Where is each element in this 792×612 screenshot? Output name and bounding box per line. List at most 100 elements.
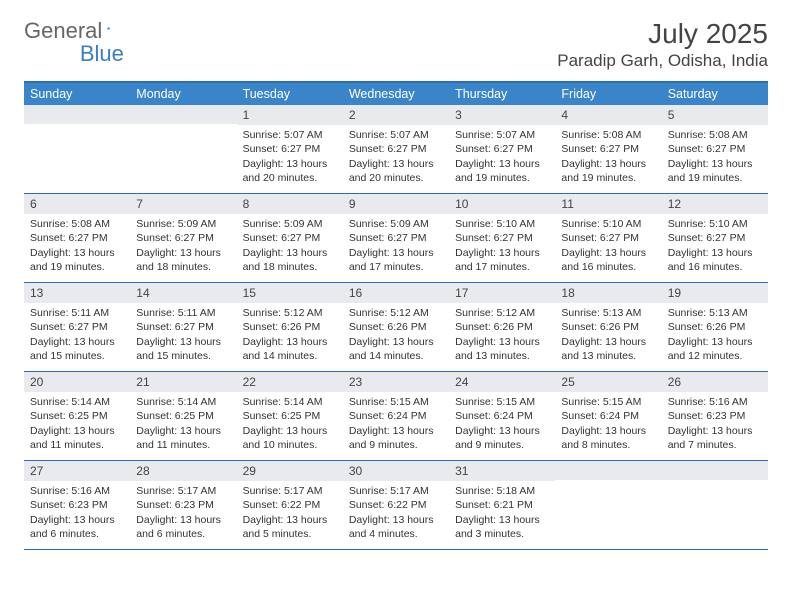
day-sunset: Sunset: 6:24 PM (349, 409, 443, 423)
day-daylight1: Daylight: 13 hours (243, 157, 337, 171)
day-sunrise: Sunrise: 5:10 AM (455, 217, 549, 231)
day-sunrise: Sunrise: 5:13 AM (561, 306, 655, 320)
day-sunset: Sunset: 6:27 PM (349, 231, 443, 245)
calendar-day: 11Sunrise: 5:10 AMSunset: 6:27 PMDayligh… (555, 194, 661, 282)
calendar-day: 13Sunrise: 5:11 AMSunset: 6:27 PMDayligh… (24, 283, 130, 371)
day-sunrise: Sunrise: 5:07 AM (455, 128, 549, 142)
day-sunset: Sunset: 6:27 PM (561, 142, 655, 156)
day-details: Sunrise: 5:18 AMSunset: 6:21 PMDaylight:… (449, 483, 555, 545)
day-sunrise: Sunrise: 5:15 AM (455, 395, 549, 409)
header: General July 2025 Paradip Garh, Odisha, … (24, 18, 768, 71)
month-title: July 2025 (557, 18, 768, 50)
day-details: Sunrise: 5:11 AMSunset: 6:27 PMDaylight:… (24, 305, 130, 367)
calendar-day: 29Sunrise: 5:17 AMSunset: 6:22 PMDayligh… (237, 461, 343, 549)
weekday-header: Friday (555, 83, 661, 105)
day-number: 14 (130, 283, 236, 303)
day-details: Sunrise: 5:14 AMSunset: 6:25 PMDaylight:… (130, 394, 236, 456)
day-number: 16 (343, 283, 449, 303)
day-daylight2: and 12 minutes. (668, 349, 762, 363)
day-number: 2 (343, 105, 449, 125)
day-sunset: Sunset: 6:21 PM (455, 498, 549, 512)
day-sunset: Sunset: 6:27 PM (243, 142, 337, 156)
day-daylight1: Daylight: 13 hours (349, 335, 443, 349)
calendar-day: 26Sunrise: 5:16 AMSunset: 6:23 PMDayligh… (662, 372, 768, 460)
day-daylight1: Daylight: 13 hours (136, 513, 230, 527)
day-number: 5 (662, 105, 768, 125)
day-daylight1: Daylight: 13 hours (455, 157, 549, 171)
day-sunset: Sunset: 6:27 PM (136, 320, 230, 334)
day-daylight2: and 5 minutes. (243, 527, 337, 541)
calendar-week: 1Sunrise: 5:07 AMSunset: 6:27 PMDaylight… (24, 105, 768, 194)
day-sunrise: Sunrise: 5:14 AM (243, 395, 337, 409)
day-daylight1: Daylight: 13 hours (668, 157, 762, 171)
day-number: 9 (343, 194, 449, 214)
day-sunset: Sunset: 6:22 PM (349, 498, 443, 512)
day-details: Sunrise: 5:13 AMSunset: 6:26 PMDaylight:… (555, 305, 661, 367)
day-sunset: Sunset: 6:26 PM (561, 320, 655, 334)
calendar-day: 4Sunrise: 5:08 AMSunset: 6:27 PMDaylight… (555, 105, 661, 193)
day-daylight1: Daylight: 13 hours (455, 246, 549, 260)
day-number: 30 (343, 461, 449, 481)
day-sunrise: Sunrise: 5:12 AM (243, 306, 337, 320)
day-details: Sunrise: 5:07 AMSunset: 6:27 PMDaylight:… (237, 127, 343, 189)
day-daylight1: Daylight: 13 hours (561, 246, 655, 260)
calendar-day: 23Sunrise: 5:15 AMSunset: 6:24 PMDayligh… (343, 372, 449, 460)
day-details: Sunrise: 5:15 AMSunset: 6:24 PMDaylight:… (343, 394, 449, 456)
day-sunrise: Sunrise: 5:17 AM (136, 484, 230, 498)
day-daylight2: and 19 minutes. (561, 171, 655, 185)
day-number: 24 (449, 372, 555, 392)
day-details: Sunrise: 5:08 AMSunset: 6:27 PMDaylight:… (24, 216, 130, 278)
calendar-week: 27Sunrise: 5:16 AMSunset: 6:23 PMDayligh… (24, 461, 768, 550)
weekday-header: Tuesday (237, 83, 343, 105)
day-daylight2: and 4 minutes. (349, 527, 443, 541)
day-daylight1: Daylight: 13 hours (455, 424, 549, 438)
calendar: SundayMondayTuesdayWednesdayThursdayFrid… (24, 81, 768, 550)
day-sunrise: Sunrise: 5:14 AM (136, 395, 230, 409)
day-details: Sunrise: 5:08 AMSunset: 6:27 PMDaylight:… (555, 127, 661, 189)
calendar-day: 5Sunrise: 5:08 AMSunset: 6:27 PMDaylight… (662, 105, 768, 193)
day-daylight1: Daylight: 13 hours (136, 246, 230, 260)
day-sunset: Sunset: 6:24 PM (561, 409, 655, 423)
day-details: Sunrise: 5:14 AMSunset: 6:25 PMDaylight:… (24, 394, 130, 456)
day-sunrise: Sunrise: 5:09 AM (349, 217, 443, 231)
calendar-day: 7Sunrise: 5:09 AMSunset: 6:27 PMDaylight… (130, 194, 236, 282)
day-daylight1: Daylight: 13 hours (243, 424, 337, 438)
calendar-day: 25Sunrise: 5:15 AMSunset: 6:24 PMDayligh… (555, 372, 661, 460)
day-number (24, 105, 130, 124)
day-daylight2: and 7 minutes. (668, 438, 762, 452)
day-number: 28 (130, 461, 236, 481)
day-sunset: Sunset: 6:26 PM (455, 320, 549, 334)
day-daylight1: Daylight: 13 hours (561, 335, 655, 349)
day-daylight2: and 19 minutes. (668, 171, 762, 185)
day-sunset: Sunset: 6:25 PM (243, 409, 337, 423)
day-details: Sunrise: 5:13 AMSunset: 6:26 PMDaylight:… (662, 305, 768, 367)
day-details: Sunrise: 5:10 AMSunset: 6:27 PMDaylight:… (449, 216, 555, 278)
day-details: Sunrise: 5:10 AMSunset: 6:27 PMDaylight:… (662, 216, 768, 278)
calendar-day: 3Sunrise: 5:07 AMSunset: 6:27 PMDaylight… (449, 105, 555, 193)
day-sunset: Sunset: 6:27 PM (668, 142, 762, 156)
calendar-day: 1Sunrise: 5:07 AMSunset: 6:27 PMDaylight… (237, 105, 343, 193)
day-daylight1: Daylight: 13 hours (30, 513, 124, 527)
day-number: 12 (662, 194, 768, 214)
logo-text-blue: Blue (80, 41, 124, 67)
calendar-day: 2Sunrise: 5:07 AMSunset: 6:27 PMDaylight… (343, 105, 449, 193)
day-details: Sunrise: 5:09 AMSunset: 6:27 PMDaylight:… (237, 216, 343, 278)
day-daylight1: Daylight: 13 hours (136, 335, 230, 349)
day-daylight2: and 18 minutes. (243, 260, 337, 274)
day-sunset: Sunset: 6:24 PM (455, 409, 549, 423)
day-daylight2: and 16 minutes. (668, 260, 762, 274)
day-details: Sunrise: 5:09 AMSunset: 6:27 PMDaylight:… (130, 216, 236, 278)
day-daylight2: and 6 minutes. (30, 527, 124, 541)
day-details: Sunrise: 5:11 AMSunset: 6:27 PMDaylight:… (130, 305, 236, 367)
calendar-day: 16Sunrise: 5:12 AMSunset: 6:26 PMDayligh… (343, 283, 449, 371)
day-details: Sunrise: 5:15 AMSunset: 6:24 PMDaylight:… (555, 394, 661, 456)
day-daylight2: and 11 minutes. (30, 438, 124, 452)
calendar-day: 21Sunrise: 5:14 AMSunset: 6:25 PMDayligh… (130, 372, 236, 460)
day-number: 31 (449, 461, 555, 481)
day-daylight1: Daylight: 13 hours (243, 513, 337, 527)
day-sunrise: Sunrise: 5:07 AM (349, 128, 443, 142)
day-details: Sunrise: 5:07 AMSunset: 6:27 PMDaylight:… (343, 127, 449, 189)
day-sunrise: Sunrise: 5:15 AM (561, 395, 655, 409)
day-details: Sunrise: 5:08 AMSunset: 6:27 PMDaylight:… (662, 127, 768, 189)
day-daylight2: and 13 minutes. (561, 349, 655, 363)
